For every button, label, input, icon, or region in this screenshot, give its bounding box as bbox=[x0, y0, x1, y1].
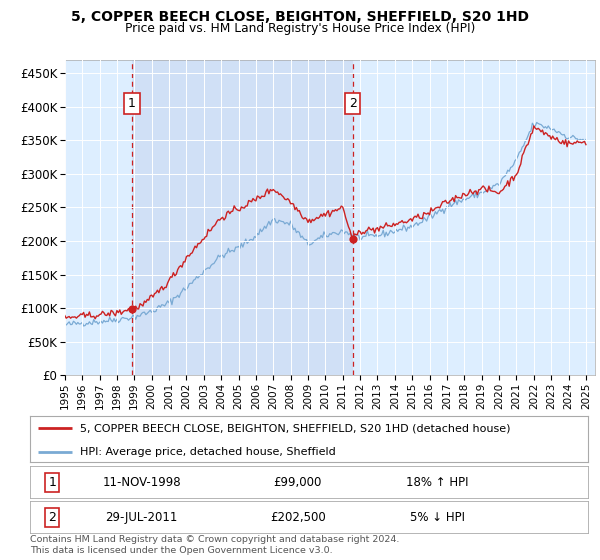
Text: 11-NOV-1998: 11-NOV-1998 bbox=[102, 476, 181, 489]
Text: Contains HM Land Registry data © Crown copyright and database right 2024.
This d: Contains HM Land Registry data © Crown c… bbox=[30, 535, 400, 555]
Bar bbox=[132, 60, 353, 375]
Text: 29-JUL-2011: 29-JUL-2011 bbox=[106, 511, 178, 524]
Point bbox=[127, 304, 137, 313]
Text: 2: 2 bbox=[349, 97, 356, 110]
Text: 1: 1 bbox=[128, 97, 136, 110]
Text: HPI: Average price, detached house, Sheffield: HPI: Average price, detached house, Shef… bbox=[80, 447, 336, 457]
Text: 5, COPPER BEECH CLOSE, BEIGHTON, SHEFFIELD, S20 1HD (detached house): 5, COPPER BEECH CLOSE, BEIGHTON, SHEFFIE… bbox=[80, 423, 511, 433]
Text: 5, COPPER BEECH CLOSE, BEIGHTON, SHEFFIELD, S20 1HD: 5, COPPER BEECH CLOSE, BEIGHTON, SHEFFIE… bbox=[71, 10, 529, 24]
Text: Price paid vs. HM Land Registry's House Price Index (HPI): Price paid vs. HM Land Registry's House … bbox=[125, 22, 475, 35]
Point bbox=[348, 235, 358, 244]
Text: £202,500: £202,500 bbox=[270, 511, 326, 524]
Text: 1: 1 bbox=[49, 476, 56, 489]
Text: 5% ↓ HPI: 5% ↓ HPI bbox=[410, 511, 465, 524]
Text: 18% ↑ HPI: 18% ↑ HPI bbox=[406, 476, 469, 489]
Text: 2: 2 bbox=[49, 511, 56, 524]
Text: £99,000: £99,000 bbox=[274, 476, 322, 489]
